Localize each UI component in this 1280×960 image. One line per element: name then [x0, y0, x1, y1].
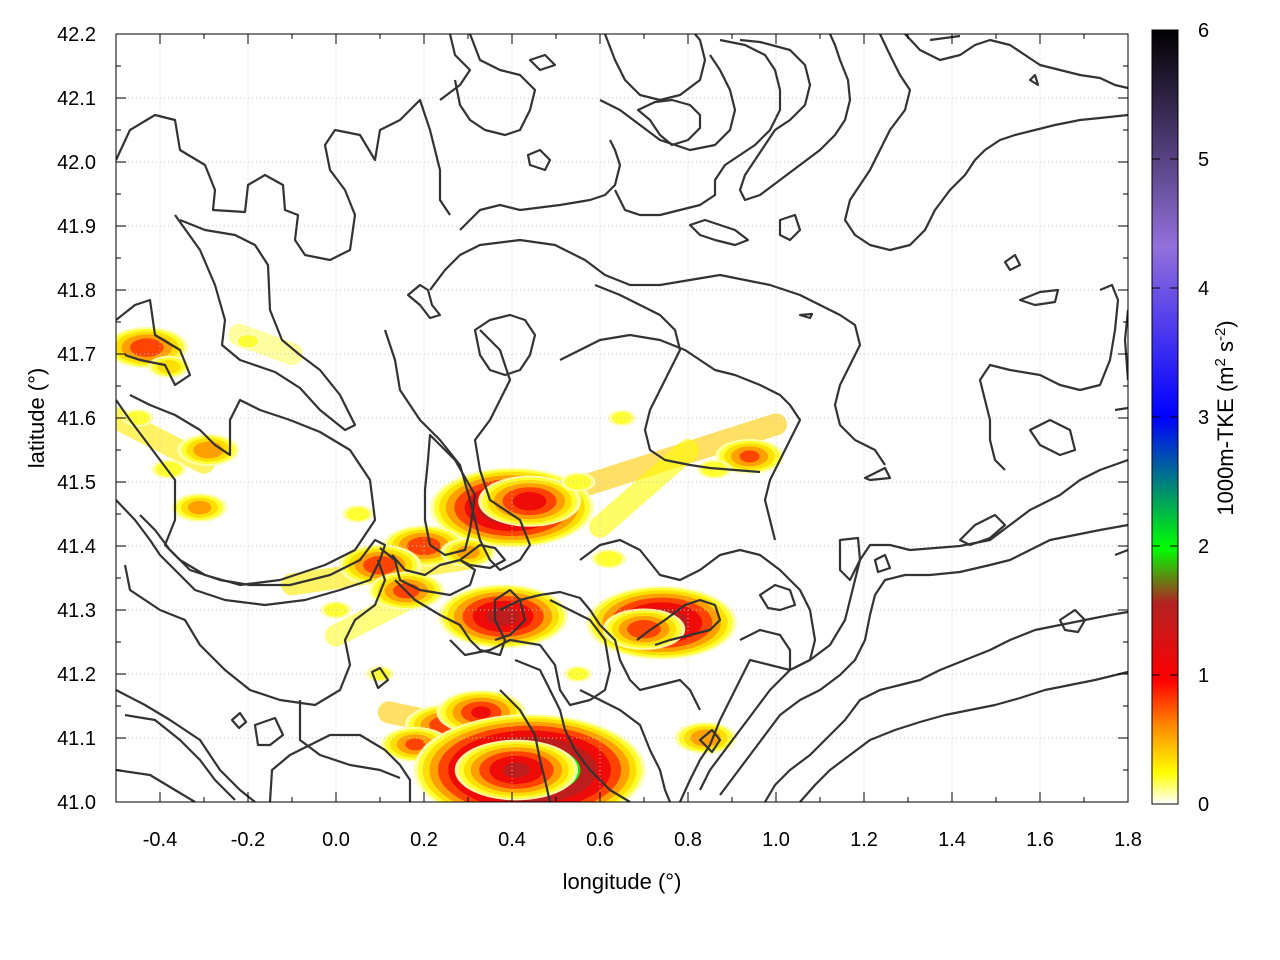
x-tick-label: 0.4 — [498, 829, 526, 851]
tke-hotspot — [238, 335, 258, 348]
terrain-contours — [116, 34, 1128, 802]
tke-hotspot — [595, 551, 623, 567]
x-tick-label: 1.2 — [850, 829, 878, 851]
x-tick-label: 0.2 — [410, 829, 438, 851]
colorbar-title-end: ) — [1213, 320, 1238, 327]
x-tick-label: 0.8 — [674, 829, 702, 851]
colorbar-title-sup2: -2 — [1212, 328, 1229, 341]
y-tick-label: 42.2 — [57, 24, 96, 46]
x-tick-label: 1.8 — [1114, 829, 1142, 851]
tke-hotspot — [690, 729, 721, 747]
colorbar-tick-label: 6 — [1198, 20, 1209, 42]
y-tick-label: 41.3 — [57, 600, 96, 622]
tke-hotspot — [612, 412, 632, 424]
tke-hotspot — [405, 738, 426, 751]
tke-hotspot — [346, 507, 370, 521]
y-tick-label: 41.8 — [57, 280, 96, 302]
colorbar-tick-label: 2 — [1198, 536, 1209, 558]
colorbar-title: 1000m-TKE (m2 s-2) — [1212, 320, 1239, 515]
colorbar-title-main: 1000m-TKE (m — [1213, 366, 1238, 515]
tke-hotspot — [155, 461, 183, 477]
x-tick-label: 1.4 — [938, 829, 966, 851]
tke-ridge — [589, 439, 699, 538]
tke-hotspot — [130, 338, 164, 357]
x-tick-label: -0.2 — [231, 829, 265, 851]
y-tick-label: 42.0 — [57, 152, 96, 174]
tke-hotspot — [564, 474, 592, 490]
y-tick-label: 42.1 — [57, 88, 96, 110]
x-axis: -0.4 -0.2 0.0 0.2 0.4 0.6 0.8 1.0 1.2 1.4 1.6 1.8 — [115, 34, 1142, 851]
y-tick-label: 41.9 — [57, 216, 96, 238]
tke-field — [116, 323, 787, 802]
tke-hotspot — [486, 607, 520, 626]
y-tick-label: 41.4 — [57, 536, 96, 558]
y-tick-label: 41.5 — [57, 472, 96, 494]
x-tick-label: 0.0 — [322, 829, 350, 851]
colorbar-tick-label: 5 — [1198, 149, 1209, 171]
x-tick-label: 1.0 — [762, 829, 790, 851]
tke-hotspot — [193, 441, 224, 459]
x-tick-label: -0.4 — [143, 829, 177, 851]
y-tick-label: 41.2 — [57, 664, 96, 686]
x-tick-label: 0.6 — [586, 829, 614, 851]
tke-hotspot — [739, 450, 760, 463]
colorbar-title-mid: s — [1213, 341, 1238, 358]
y-tick-label: 41.6 — [57, 408, 96, 430]
tke-hotspot — [187, 500, 212, 515]
y-tick-label: 41.1 — [57, 728, 96, 750]
tke-hotspot — [471, 706, 492, 719]
tke-hotspot — [157, 360, 181, 374]
y-tick-label: 41.0 — [57, 792, 96, 814]
tke-hotspot — [503, 762, 530, 778]
colorbar-tick-label: 4 — [1198, 278, 1209, 300]
x-tick-label: 1.6 — [1026, 829, 1054, 851]
tke-hotspot — [512, 492, 547, 511]
colorbar-tick-label: 3 — [1198, 407, 1209, 429]
tke-hotspot — [568, 668, 588, 680]
colorbar-title-sup1: 2 — [1212, 358, 1229, 366]
tke-hotspot — [627, 620, 661, 639]
colorbar-tick-label: 1 — [1198, 665, 1209, 687]
y-tick-label: 41.7 — [57, 344, 96, 366]
y-axis-title: latitude (°) — [24, 368, 49, 469]
y-axis: 41.0 41.1 41.2 41.3 41.4 41.5 41.6 41.7 41.8 41.9… — [57, 24, 1128, 814]
colorbar-ticks: 0 1 2 3 4 5 6 — [1152, 20, 1209, 816]
colorbar-tick-label: 0 — [1198, 794, 1209, 816]
x-axis-title: longitude (°) — [563, 869, 682, 894]
